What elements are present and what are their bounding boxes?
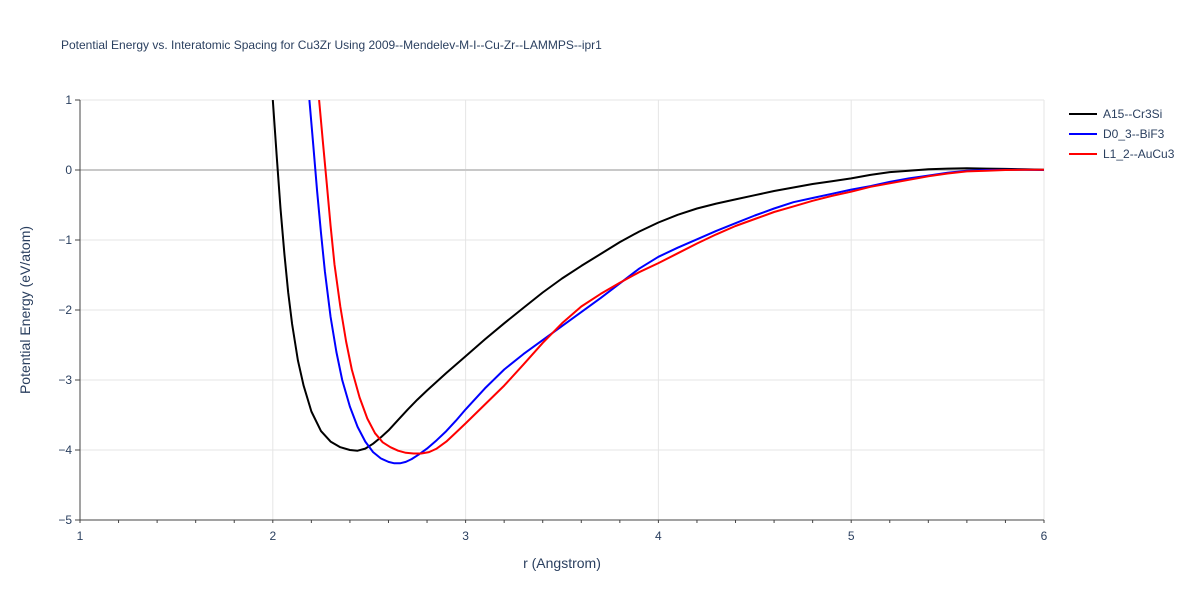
y-tick-label: −4	[58, 443, 72, 457]
series-line-3	[318, 100, 1044, 455]
legend-item-3[interactable]: L1_2--AuCu3	[1069, 147, 1175, 161]
y-axis-title: Potential Energy (eV/atom)	[17, 226, 33, 394]
grid-layer	[80, 99, 1045, 520]
x-tick-label: 5	[848, 529, 855, 543]
y-tick-label: −1	[58, 233, 72, 247]
legend-item-2[interactable]: D0_3--BiF3	[1069, 127, 1165, 141]
y-tick-label: 1	[65, 93, 72, 107]
x-tick-label: 3	[462, 529, 469, 543]
axis-layer	[75, 99, 1045, 523]
legend-item-1[interactable]: A15--Cr3Si	[1069, 107, 1162, 121]
x-tick-label: 1	[77, 529, 84, 543]
series-layer	[271, 100, 1044, 465]
x-tick-label: 6	[1041, 529, 1048, 543]
y-tick-label: −2	[58, 303, 72, 317]
y-tick-label: −3	[58, 373, 72, 387]
x-tick-label: 4	[655, 529, 662, 543]
legend-label: L1_2--AuCu3	[1103, 147, 1175, 161]
series-line-2	[308, 100, 1044, 465]
x-axis-title: r (Angstrom)	[523, 555, 601, 571]
legend-label: A15--Cr3Si	[1103, 107, 1162, 121]
y-tick-label: −5	[58, 513, 72, 527]
y-tick-label: 0	[65, 163, 72, 177]
tick-layer: 1 2 3 4 5 6 1 0 −1 −2 −3 −4 −5	[58, 93, 1047, 543]
legend-label: D0_3--BiF3	[1103, 127, 1165, 141]
legend[interactable]: A15--Cr3Si D0_3--BiF3 L1_2--AuCu3	[1069, 107, 1175, 161]
chart-title: Potential Energy vs. Interatomic Spacing…	[61, 38, 602, 52]
series-line-1	[271, 100, 1044, 452]
x-tick-label: 2	[269, 529, 276, 543]
